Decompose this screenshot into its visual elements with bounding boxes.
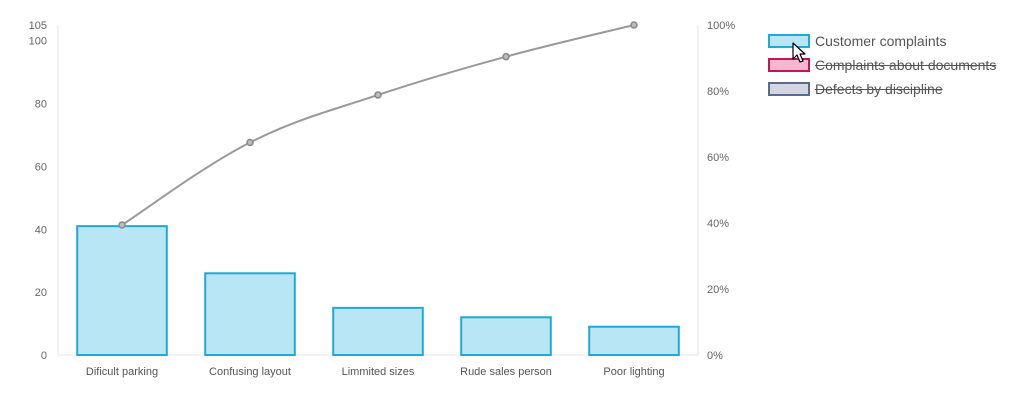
y-right-tick-label: 80% bbox=[707, 86, 729, 98]
legend-swatch bbox=[768, 82, 810, 96]
legend-item-customer-complaints[interactable]: Customer complaints bbox=[768, 29, 1018, 53]
y-left-tick-label: 80 bbox=[35, 99, 47, 111]
legend-label: Customer complaints bbox=[815, 33, 947, 49]
cumulative-line bbox=[121, 24, 635, 226]
chart-legend: Customer complaints Complaints about doc… bbox=[768, 29, 1018, 101]
cumulative-point bbox=[246, 138, 254, 147]
y-left-tick-label: 40 bbox=[35, 224, 47, 236]
cumulative-point bbox=[118, 221, 126, 229]
bar bbox=[332, 306, 424, 357]
x-category-label: Limmited sizes bbox=[342, 366, 415, 378]
y-right-tick-label: 60% bbox=[707, 152, 729, 164]
y-right-tick-label: 20% bbox=[707, 284, 729, 296]
y-right-tick-label: 100% bbox=[707, 20, 735, 32]
x-category-label: Rude sales person bbox=[460, 366, 552, 378]
y-right-tick-label: 40% bbox=[707, 218, 729, 230]
bar bbox=[76, 225, 168, 356]
y-left-tick-label: 20 bbox=[35, 287, 47, 299]
y-left-tick-label: 60 bbox=[35, 161, 47, 173]
x-category-label: Poor lighting bbox=[603, 366, 664, 378]
bar bbox=[460, 316, 552, 356]
legend-label: Complaints about documents bbox=[815, 57, 997, 73]
legend-label: Defects by discipline bbox=[815, 81, 943, 97]
bar bbox=[588, 325, 680, 357]
x-category-label: Confusing layout bbox=[209, 366, 291, 378]
legend-swatch bbox=[768, 34, 810, 48]
x-category-label: Dificult parking bbox=[86, 366, 158, 378]
legend-item-defects-by-discipline[interactable]: Defects by discipline bbox=[768, 77, 1018, 101]
cumulative-point bbox=[374, 91, 382, 99]
bar bbox=[204, 272, 296, 356]
y-left-tick-label: 0 bbox=[41, 350, 47, 362]
y-left-tick-label: 105 bbox=[29, 20, 47, 32]
cumulative-point bbox=[630, 21, 638, 29]
y-right-tick-label: 0% bbox=[707, 350, 723, 362]
y-left-tick-label: 100 bbox=[29, 36, 47, 48]
mouse-cursor-icon bbox=[792, 42, 806, 63]
cumulative-point bbox=[502, 52, 510, 61]
